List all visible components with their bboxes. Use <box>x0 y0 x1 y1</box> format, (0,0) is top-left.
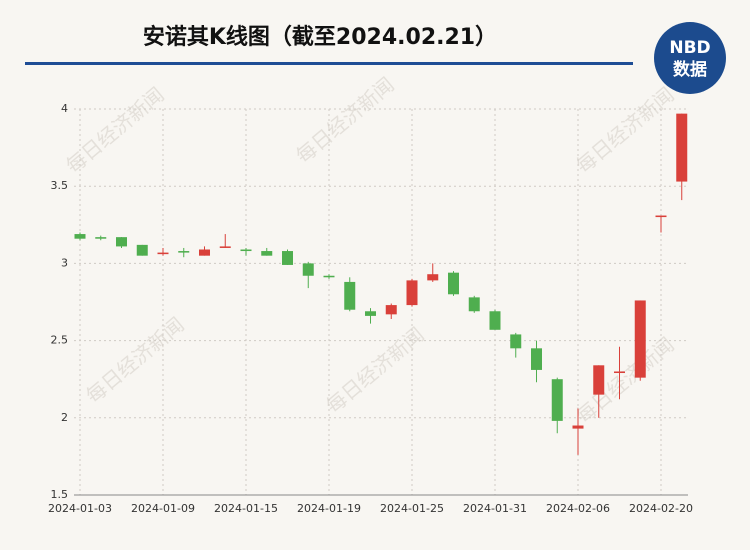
candle-body <box>365 311 376 316</box>
candle-body <box>448 272 459 295</box>
y-tick-label: 2.5 <box>51 334 69 347</box>
y-tick-label: 2 <box>61 411 68 424</box>
logo-top: NBD <box>669 38 710 58</box>
title-rule <box>25 62 633 65</box>
y-tick-label: 3.5 <box>51 179 69 192</box>
candle-body <box>219 246 231 248</box>
candle-body <box>302 263 314 276</box>
candle-body <box>240 249 252 252</box>
candle-body <box>282 251 293 265</box>
candle-body <box>427 274 439 281</box>
candle-body <box>531 348 542 370</box>
chart-title: 安诺其K线图（截至2024.02.21） <box>143 24 497 50</box>
candle-body <box>385 305 397 315</box>
candle-body <box>116 237 127 247</box>
candle-body <box>344 281 356 310</box>
candle-body <box>593 365 605 395</box>
candle-body <box>136 244 148 256</box>
y-tick-label: 4 <box>61 102 68 115</box>
x-tick-label: 2024-01-31 <box>463 502 527 515</box>
y-tick-label: 1.5 <box>51 488 69 501</box>
x-tick-label: 2024-01-15 <box>214 502 278 515</box>
candle-body <box>74 234 86 239</box>
candle-body <box>655 215 667 218</box>
logo-bottom: 数据 <box>673 59 707 80</box>
candle-body <box>323 275 335 278</box>
candle-body <box>614 371 625 374</box>
candle-body <box>510 334 522 349</box>
x-tick-label: 2024-01-19 <box>297 502 361 515</box>
candle-body <box>199 249 210 256</box>
candle-body <box>157 252 169 255</box>
candle-body <box>406 280 418 306</box>
x-tick-label: 2024-01-09 <box>131 502 195 515</box>
candle-body <box>95 237 107 239</box>
logo-badge <box>654 22 726 94</box>
candle-body <box>261 251 273 256</box>
x-tick-label: 2024-02-20 <box>629 502 693 515</box>
candle-body <box>468 297 480 312</box>
candle-body <box>489 311 501 330</box>
candle-body <box>572 425 584 429</box>
candle-body <box>676 113 688 182</box>
x-tick-label: 2024-01-03 <box>48 502 112 515</box>
x-tick-label: 2024-02-06 <box>546 502 610 515</box>
x-tick-label: 2024-01-25 <box>380 502 444 515</box>
y-tick-label: 3 <box>61 256 68 269</box>
candle-body <box>634 300 646 378</box>
candle-body <box>551 379 563 421</box>
candle-body <box>178 251 190 253</box>
